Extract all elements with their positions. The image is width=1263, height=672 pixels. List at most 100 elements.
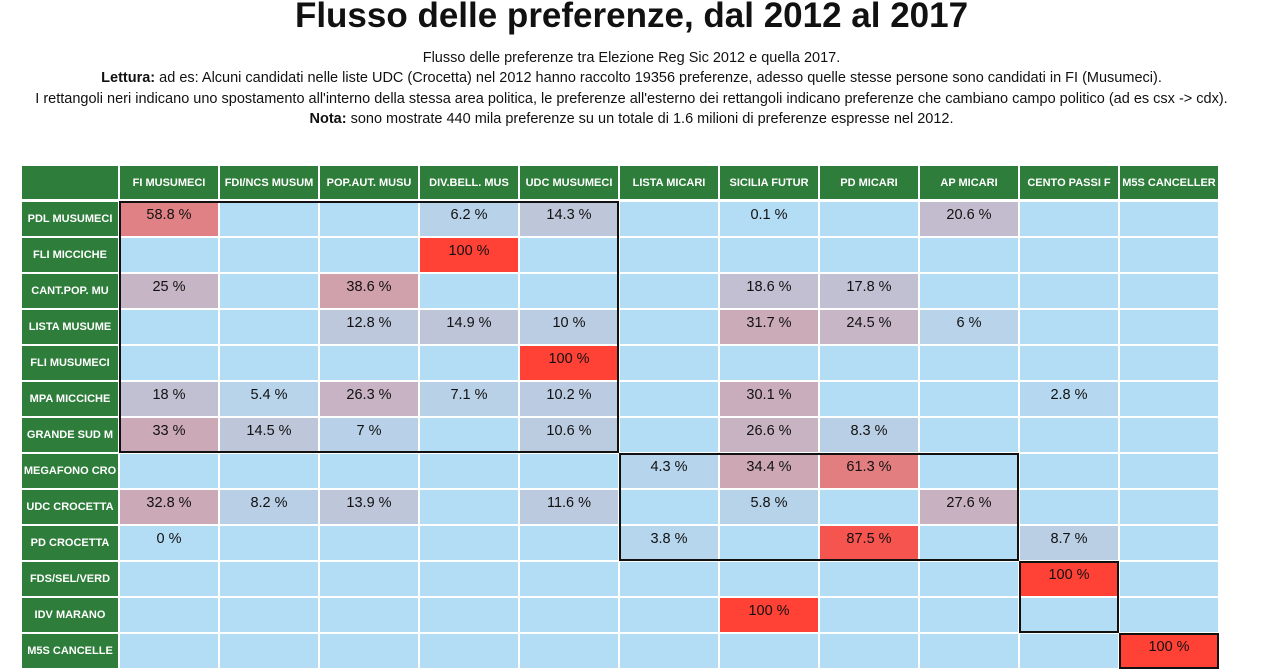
- heatmap-cell: 25 %: [120, 274, 218, 308]
- heatmap-cell: [620, 346, 718, 380]
- heatmap-cell: [820, 346, 918, 380]
- heatmap-cell: [120, 454, 218, 488]
- heatmap-cell: [120, 598, 218, 632]
- heatmap-cell: [320, 202, 418, 236]
- heatmap-cell: [520, 526, 618, 560]
- column-header: DIV.BELL. MUS: [420, 166, 518, 199]
- heatmap-cell: [920, 418, 1018, 452]
- heatmap-cell: [320, 634, 418, 668]
- heatmap-cell: 100 %: [720, 598, 818, 632]
- column-header: POP.AUT. MUSU: [320, 166, 418, 199]
- heatmap-cell: [1020, 454, 1118, 488]
- row-header: FLI MUSUMECI: [22, 346, 118, 380]
- row-header: LISTA MUSUME: [22, 310, 118, 344]
- heatmap-cell: [820, 562, 918, 596]
- heatmap-cell: [120, 310, 218, 344]
- heatmap-cell: 100 %: [1020, 562, 1118, 596]
- heatmap-cell: [520, 454, 618, 488]
- heatmap-cell: [820, 238, 918, 272]
- heatmap-cell: 18.6 %: [720, 274, 818, 308]
- heatmap-cell: 8.2 %: [220, 490, 318, 524]
- heatmap-cell: [220, 526, 318, 560]
- row-header: FDS/SEL/VERD: [22, 562, 118, 596]
- row-header: CANT.POP. MU: [22, 274, 118, 308]
- heatmap-cell: 30.1 %: [720, 382, 818, 416]
- heatmap-cell: [1120, 310, 1218, 344]
- heatmap-cell: [120, 346, 218, 380]
- heatmap-cell: [1020, 418, 1118, 452]
- column-header: M5S CANCELLER: [1120, 166, 1218, 199]
- heatmap-cell: 6.2 %: [420, 202, 518, 236]
- heatmap-cell: [220, 346, 318, 380]
- heatmap-cell: [1120, 346, 1218, 380]
- heatmap-cell: [620, 562, 718, 596]
- heatmap-cell: 7.1 %: [420, 382, 518, 416]
- heatmap-cell: 58.8 %: [120, 202, 218, 236]
- heatmap-cell: [1120, 598, 1218, 632]
- heatmap-cell: 34.4 %: [720, 454, 818, 488]
- heatmap-cell: [820, 382, 918, 416]
- heatmap-cell: [520, 274, 618, 308]
- heatmap-cell: [1020, 202, 1118, 236]
- heatmap-cell: 8.3 %: [820, 418, 918, 452]
- heatmap-cell: [320, 454, 418, 488]
- heatmap-cell: 3.8 %: [620, 526, 718, 560]
- heatmap-cell: [620, 310, 718, 344]
- heatmap-cell: [620, 634, 718, 668]
- heatmap-cell: [720, 346, 818, 380]
- row-header: PDL MUSUMECI: [22, 202, 118, 236]
- heatmap-cell: [820, 490, 918, 524]
- heatmap-cell: 87.5 %: [820, 526, 918, 560]
- heatmap-cell: 14.9 %: [420, 310, 518, 344]
- heatmap-cell: [620, 418, 718, 452]
- heatmap-cell: [320, 562, 418, 596]
- heatmap-cell: 10.6 %: [520, 418, 618, 452]
- heatmap-cell: [820, 634, 918, 668]
- heatmap-cell: [1120, 562, 1218, 596]
- row-header: FLI MICCICHE: [22, 238, 118, 272]
- heatmap-cell: [420, 634, 518, 668]
- heatmap-cell: 33 %: [120, 418, 218, 452]
- heatmap-cell: [1120, 238, 1218, 272]
- heatmap-cell: 26.3 %: [320, 382, 418, 416]
- heatmap-cell: [320, 598, 418, 632]
- heatmap-cell: 4.3 %: [620, 454, 718, 488]
- column-header: UDC MUSUMECI: [520, 166, 618, 199]
- heatmap-cell: 26.6 %: [720, 418, 818, 452]
- heatmap-cell: 7 %: [320, 418, 418, 452]
- column-header: CENTO PASSI F: [1020, 166, 1118, 199]
- heatmap-cell: 5.8 %: [720, 490, 818, 524]
- heatmap-cell: [720, 526, 818, 560]
- heatmap-cell: [1020, 310, 1118, 344]
- heatmap-cell: [120, 562, 218, 596]
- heatmap-cell: 100 %: [420, 238, 518, 272]
- heatmap-cell: [320, 238, 418, 272]
- heatmap-cell: 6 %: [920, 310, 1018, 344]
- heatmap-cell: [920, 346, 1018, 380]
- heatmap-cell: [920, 382, 1018, 416]
- heatmap-cell: [720, 238, 818, 272]
- heatmap-cell: [720, 562, 818, 596]
- heatmap-cell: [420, 598, 518, 632]
- heatmap-cell: [1120, 526, 1218, 560]
- column-header: FDI/NCS MUSUM: [220, 166, 318, 199]
- heatmap-cell: [920, 454, 1018, 488]
- heatmap-cell: 10.2 %: [520, 382, 618, 416]
- row-header: UDC CROCETTA: [22, 490, 118, 524]
- heatmap-cell: 18 %: [120, 382, 218, 416]
- row-header: IDV MARANO: [22, 598, 118, 632]
- heatmap-cell: 5.4 %: [220, 382, 318, 416]
- row-header: MEGAFONO CRO: [22, 454, 118, 488]
- heatmap-cell: [1120, 382, 1218, 416]
- heatmap-cell: [420, 490, 518, 524]
- heatmap-cell: [1020, 274, 1118, 308]
- heatmap-cell: 100 %: [1120, 634, 1218, 668]
- heatmap-cell: [220, 238, 318, 272]
- heatmap-cell: 61.3 %: [820, 454, 918, 488]
- column-header: SICILIA FUTUR: [720, 166, 818, 199]
- row-header: M5S CANCELLE: [22, 634, 118, 668]
- heatmap-cell: [920, 526, 1018, 560]
- heatmap-cell: [1020, 490, 1118, 524]
- heatmap-cell: [920, 274, 1018, 308]
